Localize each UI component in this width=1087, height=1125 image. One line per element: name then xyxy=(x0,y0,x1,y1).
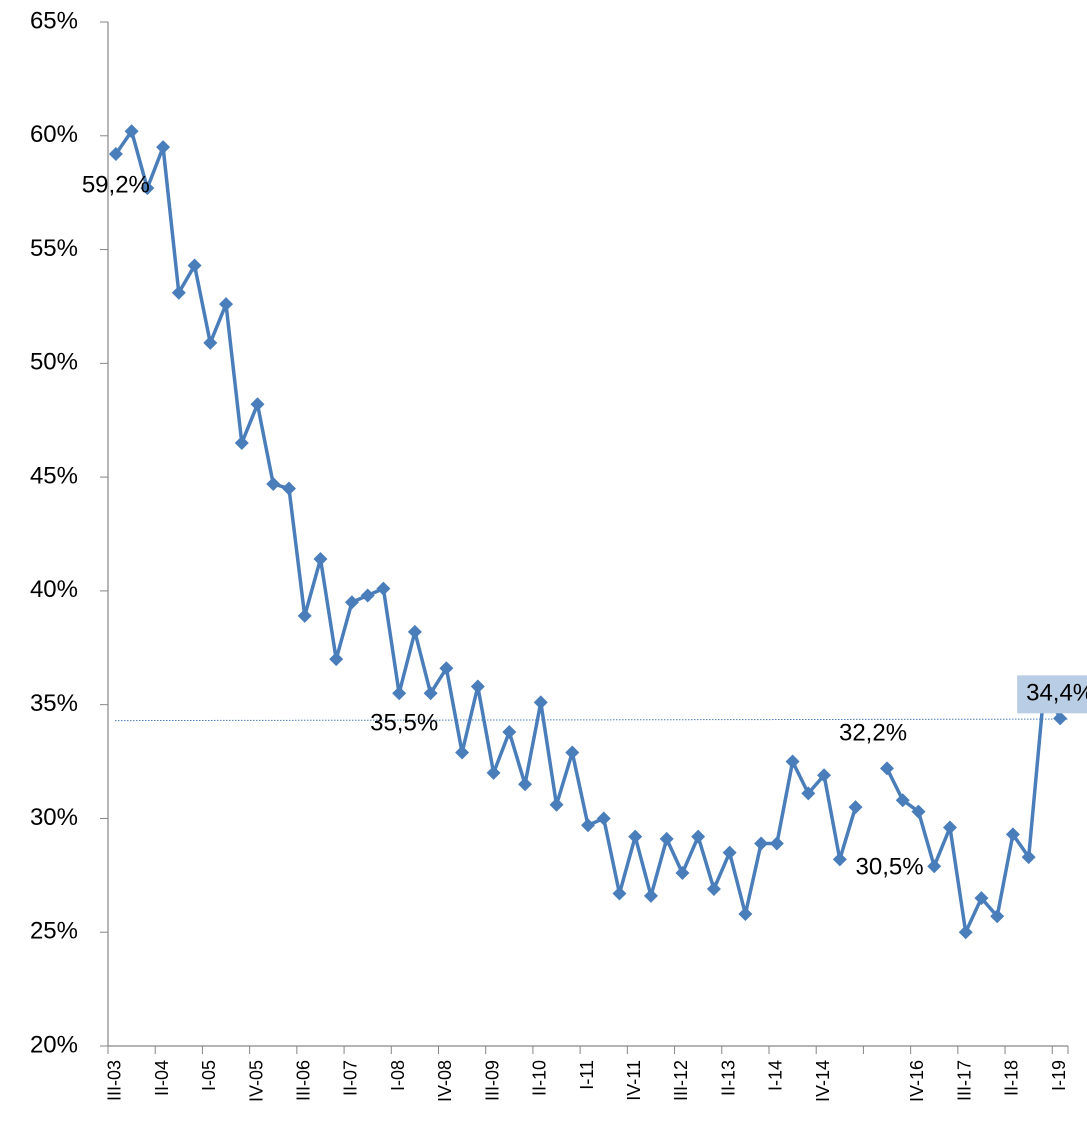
y-tick-label: 35% xyxy=(30,690,78,717)
data-marker xyxy=(769,836,784,851)
x-tick-label: I-19 xyxy=(1049,1060,1069,1091)
y-tick-label: 30% xyxy=(30,804,78,831)
x-tick-label: II-13 xyxy=(718,1060,738,1096)
x-tick-label: II-18 xyxy=(1002,1060,1022,1096)
data-label: 30,5% xyxy=(856,853,924,880)
data-marker xyxy=(974,891,989,906)
x-tick-label: III-09 xyxy=(482,1060,502,1101)
x-tick-label: I-08 xyxy=(388,1060,408,1091)
data-marker xyxy=(313,552,328,567)
data-marker xyxy=(880,761,895,776)
x-tick-label: II-07 xyxy=(341,1060,361,1096)
data-marker xyxy=(250,397,265,412)
data-marker xyxy=(360,588,375,603)
data-marker xyxy=(675,866,690,881)
data-marker xyxy=(691,829,706,844)
x-tick-label: I-05 xyxy=(199,1060,219,1091)
data-marker xyxy=(659,831,674,846)
data-marker xyxy=(785,754,800,769)
x-tick-label: III-17 xyxy=(954,1060,974,1101)
data-marker xyxy=(376,581,391,596)
data-marker xyxy=(738,907,753,922)
data-marker xyxy=(643,888,658,903)
data-marker xyxy=(423,686,438,701)
data-marker xyxy=(297,608,312,623)
data-marker xyxy=(722,845,737,860)
x-tick-label: I-14 xyxy=(766,1060,786,1091)
data-marker xyxy=(124,124,139,139)
y-tick-label: 20% xyxy=(30,1031,78,1058)
data-label: 35,5% xyxy=(370,710,438,737)
data-marker xyxy=(549,797,564,812)
data-marker xyxy=(219,297,234,312)
data-marker xyxy=(266,476,281,491)
data-marker xyxy=(392,686,407,701)
data-label: 59,2% xyxy=(82,171,150,198)
data-marker xyxy=(895,793,910,808)
data-marker xyxy=(848,800,863,815)
data-marker xyxy=(1005,827,1020,842)
data-marker xyxy=(344,595,359,610)
data-marker xyxy=(801,786,816,801)
x-tick-label: I-11 xyxy=(577,1060,597,1090)
data-marker xyxy=(832,852,847,867)
data-marker xyxy=(927,859,942,874)
data-label: 32,2% xyxy=(839,720,907,747)
x-tick-label: IV-05 xyxy=(246,1060,266,1102)
reference-line xyxy=(114,718,1069,722)
x-tick-label: III-03 xyxy=(105,1060,125,1101)
y-tick-label: 50% xyxy=(30,349,78,376)
y-tick-label: 45% xyxy=(30,462,78,489)
data-marker xyxy=(942,820,957,835)
x-tick-label: II-10 xyxy=(530,1060,550,1096)
data-marker xyxy=(990,909,1005,924)
data-marker xyxy=(565,745,580,760)
data-marker xyxy=(171,285,186,300)
data-marker xyxy=(1053,711,1068,726)
data-marker xyxy=(581,818,595,833)
y-tick-label: 65% xyxy=(30,7,78,34)
y-tick-label: 40% xyxy=(30,576,78,603)
data-marker xyxy=(486,765,501,780)
data-marker xyxy=(911,804,926,819)
data-marker xyxy=(470,679,485,694)
x-tick-label: III-06 xyxy=(293,1060,313,1101)
data-marker xyxy=(407,624,422,639)
data-marker xyxy=(203,335,218,350)
data-marker xyxy=(754,836,769,851)
data-marker xyxy=(455,745,470,760)
x-tick-label: II-04 xyxy=(152,1060,172,1096)
data-marker xyxy=(596,811,611,826)
data-marker xyxy=(140,181,155,196)
y-tick-label: 55% xyxy=(30,235,78,262)
data-marker xyxy=(156,140,171,155)
data-marker xyxy=(329,652,344,667)
x-tick-label: IV-16 xyxy=(907,1060,927,1102)
data-marker xyxy=(533,695,548,710)
data-marker xyxy=(817,768,832,783)
data-marker xyxy=(439,661,454,676)
data-marker xyxy=(502,724,517,739)
x-tick-label: IV-14 xyxy=(813,1060,833,1102)
y-tick-label: 25% xyxy=(30,918,78,945)
data-marker xyxy=(281,481,296,496)
x-tick-label: III-12 xyxy=(671,1060,691,1101)
x-tick-label: IV-11 xyxy=(624,1060,644,1101)
data-marker xyxy=(612,886,627,901)
data-label: 34,4% xyxy=(1026,680,1087,707)
data-marker xyxy=(108,146,123,161)
data-marker xyxy=(1021,850,1036,865)
data-marker xyxy=(187,258,202,273)
y-tick-label: 60% xyxy=(30,121,78,148)
data-marker xyxy=(518,777,533,792)
data-marker xyxy=(628,829,643,844)
data-marker xyxy=(706,881,721,896)
data-marker xyxy=(234,435,249,450)
data-marker xyxy=(958,925,973,940)
label-highlight xyxy=(1017,675,1087,714)
x-tick-label: IV-08 xyxy=(435,1060,455,1102)
